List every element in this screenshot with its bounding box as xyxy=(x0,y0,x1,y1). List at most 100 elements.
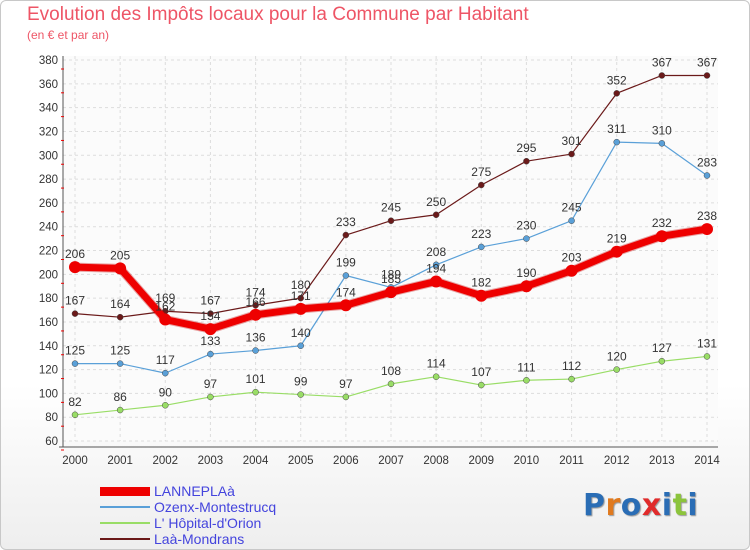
x-tick-label: 2006 xyxy=(333,455,359,467)
x-tick-label: 2012 xyxy=(604,455,630,467)
data-point xyxy=(432,373,440,380)
data-label: 154 xyxy=(200,309,220,323)
x-tick-label: 2014 xyxy=(694,455,720,467)
data-label: 162 xyxy=(155,300,175,314)
data-label: 275 xyxy=(471,165,491,179)
data-label: 189 xyxy=(381,267,401,281)
x-tick-label: 2007 xyxy=(378,455,404,467)
data-label: 352 xyxy=(607,73,627,87)
data-label: 90 xyxy=(159,385,173,399)
y-tick-label: 300 xyxy=(39,150,58,162)
data-label: 182 xyxy=(471,276,491,290)
y-tick-label: 320 xyxy=(39,126,58,138)
logo-letter: P xyxy=(583,488,606,523)
data-label: 174 xyxy=(336,285,356,299)
data-label: 311 xyxy=(607,122,626,136)
data-label: 133 xyxy=(200,334,220,348)
legend-label: L' Hôpital-d'Orion xyxy=(154,515,262,531)
y-tick-label: 240 xyxy=(39,222,58,234)
data-point xyxy=(297,342,304,349)
data-label: 97 xyxy=(204,377,218,391)
y-tick-label: 200 xyxy=(39,269,58,281)
data-point xyxy=(432,261,440,269)
data-point xyxy=(207,350,214,358)
data-point xyxy=(297,391,304,398)
x-tick-label: 2010 xyxy=(514,455,540,467)
data-point xyxy=(658,357,666,365)
data-point xyxy=(252,347,259,354)
data-point xyxy=(162,402,169,409)
data-point xyxy=(387,380,395,388)
data-label: 250 xyxy=(426,195,446,209)
data-label: 108 xyxy=(381,364,401,378)
y-tick-label: 280 xyxy=(39,174,58,186)
data-point xyxy=(703,353,711,360)
chart-title: Evolution des Impôts locaux pour la Comm… xyxy=(27,4,529,25)
data-point xyxy=(703,72,711,79)
data-label: 127 xyxy=(652,341,672,355)
data-label: 180 xyxy=(291,278,311,292)
x-tick-label: 2004 xyxy=(243,455,269,467)
data-point xyxy=(71,360,79,367)
data-point xyxy=(658,140,666,147)
logo-letter: i xyxy=(687,488,699,523)
data-point xyxy=(613,138,620,146)
y-tick-label: 80 xyxy=(45,412,58,424)
data-point xyxy=(159,313,172,326)
data-point xyxy=(114,262,127,275)
data-label: 203 xyxy=(562,251,582,265)
legend-swatch xyxy=(100,487,150,496)
logo-letter: t xyxy=(672,488,688,523)
data-point xyxy=(204,323,217,336)
data-point xyxy=(116,313,124,321)
data-label: 171 xyxy=(291,289,311,303)
data-point xyxy=(339,299,352,312)
data-point xyxy=(478,381,485,389)
data-point xyxy=(207,310,214,317)
x-tick-label: 2002 xyxy=(152,455,178,467)
data-label: 310 xyxy=(652,123,672,137)
data-label: 219 xyxy=(607,232,627,246)
x-tick-label: 2009 xyxy=(468,455,494,467)
data-point xyxy=(69,261,81,274)
legend-item: LANNEPLAà xyxy=(100,483,360,500)
data-label: 194 xyxy=(426,261,446,275)
y-tick-label: 380 xyxy=(39,55,58,67)
data-label: 166 xyxy=(246,295,266,309)
data-point xyxy=(475,289,488,302)
data-point xyxy=(297,294,304,302)
data-point xyxy=(565,264,578,277)
data-point xyxy=(701,223,713,236)
data-point xyxy=(568,375,575,383)
data-point xyxy=(568,217,575,224)
legend-swatch xyxy=(100,506,150,508)
data-label: 164 xyxy=(110,297,130,311)
x-tick-label: 2013 xyxy=(649,455,675,467)
y-tick-label: 60 xyxy=(45,436,58,448)
data-label: 112 xyxy=(562,359,581,373)
data-label: 97 xyxy=(339,377,353,391)
y-tick-label: 160 xyxy=(39,317,58,329)
data-point xyxy=(613,90,620,97)
logo-letter: r xyxy=(605,488,621,523)
data-point xyxy=(520,280,533,293)
legend-item: L' Hôpital-d'Orion xyxy=(100,515,360,532)
y-tick-label: 360 xyxy=(39,79,58,91)
data-point xyxy=(523,235,530,242)
data-label: 111 xyxy=(517,360,536,374)
data-point xyxy=(207,393,214,401)
data-label: 125 xyxy=(65,344,85,358)
data-label: 136 xyxy=(246,331,266,345)
data-point xyxy=(294,302,307,315)
data-label: 367 xyxy=(652,55,672,69)
data-point xyxy=(342,272,350,279)
data-point xyxy=(387,217,395,224)
data-label: 199 xyxy=(336,256,356,270)
data-point xyxy=(568,150,575,158)
data-label: 206 xyxy=(65,247,85,261)
data-point xyxy=(658,72,666,79)
data-point xyxy=(523,377,530,384)
logo-letter: x xyxy=(641,488,662,523)
data-point xyxy=(162,369,169,377)
